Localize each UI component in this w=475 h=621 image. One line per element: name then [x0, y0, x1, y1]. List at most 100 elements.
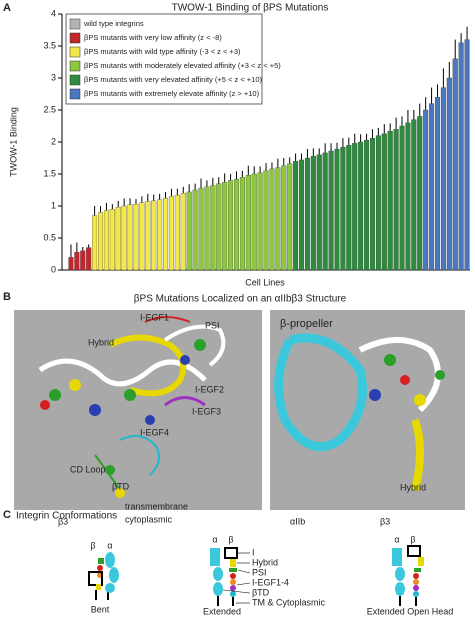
- structure-label: I-EGF2: [195, 384, 224, 394]
- bar: [434, 97, 440, 271]
- legend-label: βPS mutants with extremely elevate affin…: [84, 89, 260, 98]
- bar: [464, 39, 470, 271]
- bar: [281, 165, 287, 271]
- bar: [210, 185, 216, 271]
- bar: [86, 247, 92, 271]
- bar: [298, 159, 305, 271]
- structure-label: cytoplasmic: [125, 514, 173, 524]
- bar: [133, 203, 139, 271]
- structure-label: β3: [58, 516, 68, 526]
- bar: [352, 143, 358, 271]
- bar: [387, 130, 393, 271]
- conformation-label: Bent: [91, 604, 110, 614]
- extended-diagram: [210, 547, 238, 606]
- bar: [358, 141, 364, 271]
- domain-label: I-EGF1-4: [252, 577, 289, 587]
- bar: [180, 193, 186, 271]
- legend-box: [65, 13, 263, 105]
- structure-label: I-EGF3: [192, 406, 221, 416]
- legend-swatch: [69, 46, 81, 58]
- bar: [381, 133, 387, 271]
- chart-title: TWOW-1 Binding of βPS Mutations: [172, 3, 329, 14]
- alpha-label: α: [212, 534, 217, 544]
- alpha-label: α: [107, 540, 112, 550]
- bar: [163, 198, 169, 271]
- y-tick-label: 2: [51, 136, 56, 146]
- bar: [269, 168, 275, 271]
- bar: [399, 125, 405, 271]
- y-tick-label: 3: [51, 72, 56, 82]
- bar: [92, 215, 98, 271]
- alpha-label: α: [394, 534, 399, 544]
- domain-label: TM & Cytoplasmic: [252, 597, 326, 607]
- structure-label: Hybrid: [400, 482, 426, 492]
- bar: [393, 129, 399, 271]
- panel-label: C: [3, 509, 11, 521]
- bar: [340, 146, 346, 271]
- bar: [216, 183, 222, 271]
- beta-label: β: [90, 540, 95, 550]
- bar: [145, 201, 151, 271]
- bar: [127, 204, 133, 271]
- bar: [316, 154, 322, 271]
- bar: [121, 205, 127, 271]
- bar: [257, 172, 263, 271]
- y-axis-label: TWOW-1 Binding: [8, 107, 18, 177]
- structure-image: [14, 310, 262, 510]
- beta-label: β: [228, 534, 233, 544]
- bar: [452, 58, 458, 271]
- bar: [233, 178, 240, 271]
- panel-title: Integrin Conformations: [16, 511, 117, 522]
- bar: [334, 148, 340, 271]
- legend-label: βPS mutants with moderately elevated aff…: [84, 61, 281, 70]
- bar: [287, 163, 293, 271]
- structure-label: βTD: [112, 481, 130, 491]
- conformation-label: Extended Open Head: [367, 606, 454, 616]
- bar: [328, 150, 334, 271]
- bar: [405, 122, 411, 271]
- bar: [440, 87, 446, 271]
- structure-label: PSI: [205, 320, 220, 330]
- bar: [80, 250, 86, 271]
- legend-label: wild type integrins: [83, 19, 144, 28]
- bar: [98, 212, 104, 271]
- bar: [429, 103, 435, 271]
- bar: [417, 116, 423, 271]
- x-axis-label: Cell Lines: [245, 277, 285, 287]
- domain-pointers: [222, 552, 251, 604]
- bar: [228, 180, 234, 271]
- legend-swatch: [69, 74, 81, 86]
- y-tick-label: 1: [51, 200, 56, 210]
- legend-swatch: [69, 88, 81, 100]
- y-tick-label: 0: [51, 264, 56, 274]
- bar: [411, 119, 417, 271]
- bent-diagram: [88, 552, 119, 600]
- domain-label: Hybrid: [252, 557, 278, 567]
- bar: [109, 209, 115, 271]
- bar: [375, 135, 381, 271]
- structure-label: Hybrid: [88, 337, 114, 347]
- structure-label: I-EGF1: [140, 312, 169, 322]
- bar: [369, 138, 375, 271]
- structure-label: I-EGF4: [140, 427, 169, 437]
- bar: [204, 186, 210, 271]
- domain-label: I: [252, 547, 255, 557]
- bar: [222, 182, 228, 271]
- bar: [364, 139, 370, 271]
- bar: [310, 155, 316, 271]
- beta-label: β: [410, 534, 415, 544]
- panel-label: A: [3, 2, 11, 14]
- conformation-label: Extended: [203, 606, 241, 616]
- bar: [168, 196, 174, 271]
- panel-title: βPS Mutations Localized on an αIIbβ3 Str…: [134, 294, 347, 305]
- y-tick-label: 1.5: [43, 168, 56, 178]
- bar: [139, 202, 145, 271]
- bar: [115, 207, 121, 271]
- legend-label: βPS mutants with very elevated affinity …: [84, 75, 263, 84]
- bar: [74, 251, 80, 271]
- bar: [263, 170, 269, 271]
- bar: [251, 173, 257, 271]
- bar: [157, 199, 163, 271]
- legend-swatch: [69, 32, 81, 44]
